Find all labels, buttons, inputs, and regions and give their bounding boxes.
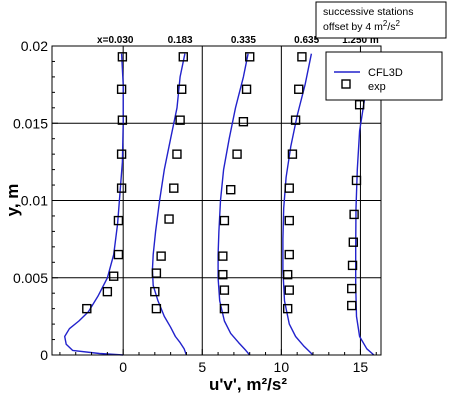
cfl3d-curve [64, 53, 124, 356]
station-label: 0.183 [168, 35, 193, 46]
exp-marker [284, 285, 294, 295]
x-axis-label: u'v', m²/s² [209, 375, 287, 394]
exp-marker [284, 183, 294, 193]
station-label: 1.250 m [342, 35, 379, 46]
legend-label-cfl3d: CFL3D [368, 67, 403, 79]
cfl3d-curve [151, 53, 188, 356]
x-axis-ticks: 0 5 10 15 [59, 349, 377, 375]
exp-marker [156, 251, 166, 261]
exp-marker [117, 52, 128, 62]
exp-marker [169, 183, 179, 193]
exp-marker [175, 115, 185, 125]
exp-marker [287, 149, 298, 159]
y-axis-label: y, m [3, 184, 22, 217]
x-tick-label: 10 [274, 359, 290, 375]
offset-note-line2: offset by 4 m2/s2 [323, 19, 401, 33]
exp-marker [351, 175, 362, 186]
x-tick-label: 15 [353, 359, 369, 375]
exp-marker [116, 84, 127, 94]
exp-marker [151, 268, 162, 278]
x-tick-label: 5 [198, 359, 206, 375]
exp-marker [290, 115, 301, 125]
exp-marker [347, 283, 357, 294]
exp-marker [349, 209, 359, 220]
x-tick-label: 0 [119, 359, 127, 375]
exp-marker [178, 52, 188, 62]
offset-note-line1: successive stations [323, 6, 413, 18]
exp-marker [282, 303, 293, 314]
station-label: x=0.030 [97, 35, 134, 46]
exp-marker [108, 271, 119, 281]
exp-marker [294, 84, 304, 94]
station-label: 0.635 [294, 35, 319, 46]
exp-marker [219, 215, 230, 226]
exp-marker [348, 237, 359, 247]
exp-marker [116, 183, 127, 193]
exp-marker [151, 303, 162, 314]
exp-marker [219, 285, 230, 295]
exp-marker [113, 249, 124, 260]
cfl3d-curve [217, 53, 251, 356]
y-axis-ticks: 0 0.005 0.01 0.015 0.02 [13, 38, 58, 363]
exp-marker [218, 269, 228, 280]
y-tick-label: 0.005 [13, 270, 48, 286]
exp-marker [164, 214, 174, 224]
y-tick-label: 0.015 [13, 115, 48, 131]
y-tick-label: 0.01 [21, 193, 48, 209]
exp-marker [245, 52, 255, 62]
exp-marker [354, 100, 365, 110]
exp-marker [82, 303, 92, 314]
exp-marker [172, 149, 182, 159]
exp-marker [113, 215, 124, 226]
offset-note: successive stations offset by 4 m2/s2 [315, 1, 447, 39]
legend: CFL3D exp [325, 51, 443, 101]
y-tick-label: 0.02 [21, 38, 48, 54]
y-tick-label: 0 [40, 347, 48, 363]
exp-marker [117, 115, 128, 125]
exp-markers [82, 52, 367, 314]
exp-marker [238, 117, 249, 127]
legend-label-exp: exp [368, 81, 386, 93]
exp-marker [219, 303, 230, 314]
exp-marker [218, 251, 228, 261]
exp-marker [150, 286, 160, 297]
exp-marker [177, 84, 187, 94]
exp-marker [116, 149, 127, 159]
exp-marker [284, 249, 294, 260]
exp-marker [347, 260, 358, 271]
exp-marker [226, 184, 236, 195]
exp-marker [297, 52, 307, 62]
exp-marker [232, 149, 242, 159]
station-label: 0.335 [231, 35, 256, 46]
exp-marker [102, 286, 113, 297]
cfl3d-curve [282, 53, 314, 356]
legend-box [325, 51, 443, 101]
legend-square-swatch [341, 79, 351, 89]
station-labels: x=0.030 0.183 0.335 0.635 1.250 m [97, 35, 379, 46]
exp-marker [282, 269, 293, 280]
exp-marker [241, 84, 252, 94]
offset-note-box [315, 1, 447, 39]
exp-marker [284, 215, 294, 226]
exp-marker [347, 300, 357, 311]
